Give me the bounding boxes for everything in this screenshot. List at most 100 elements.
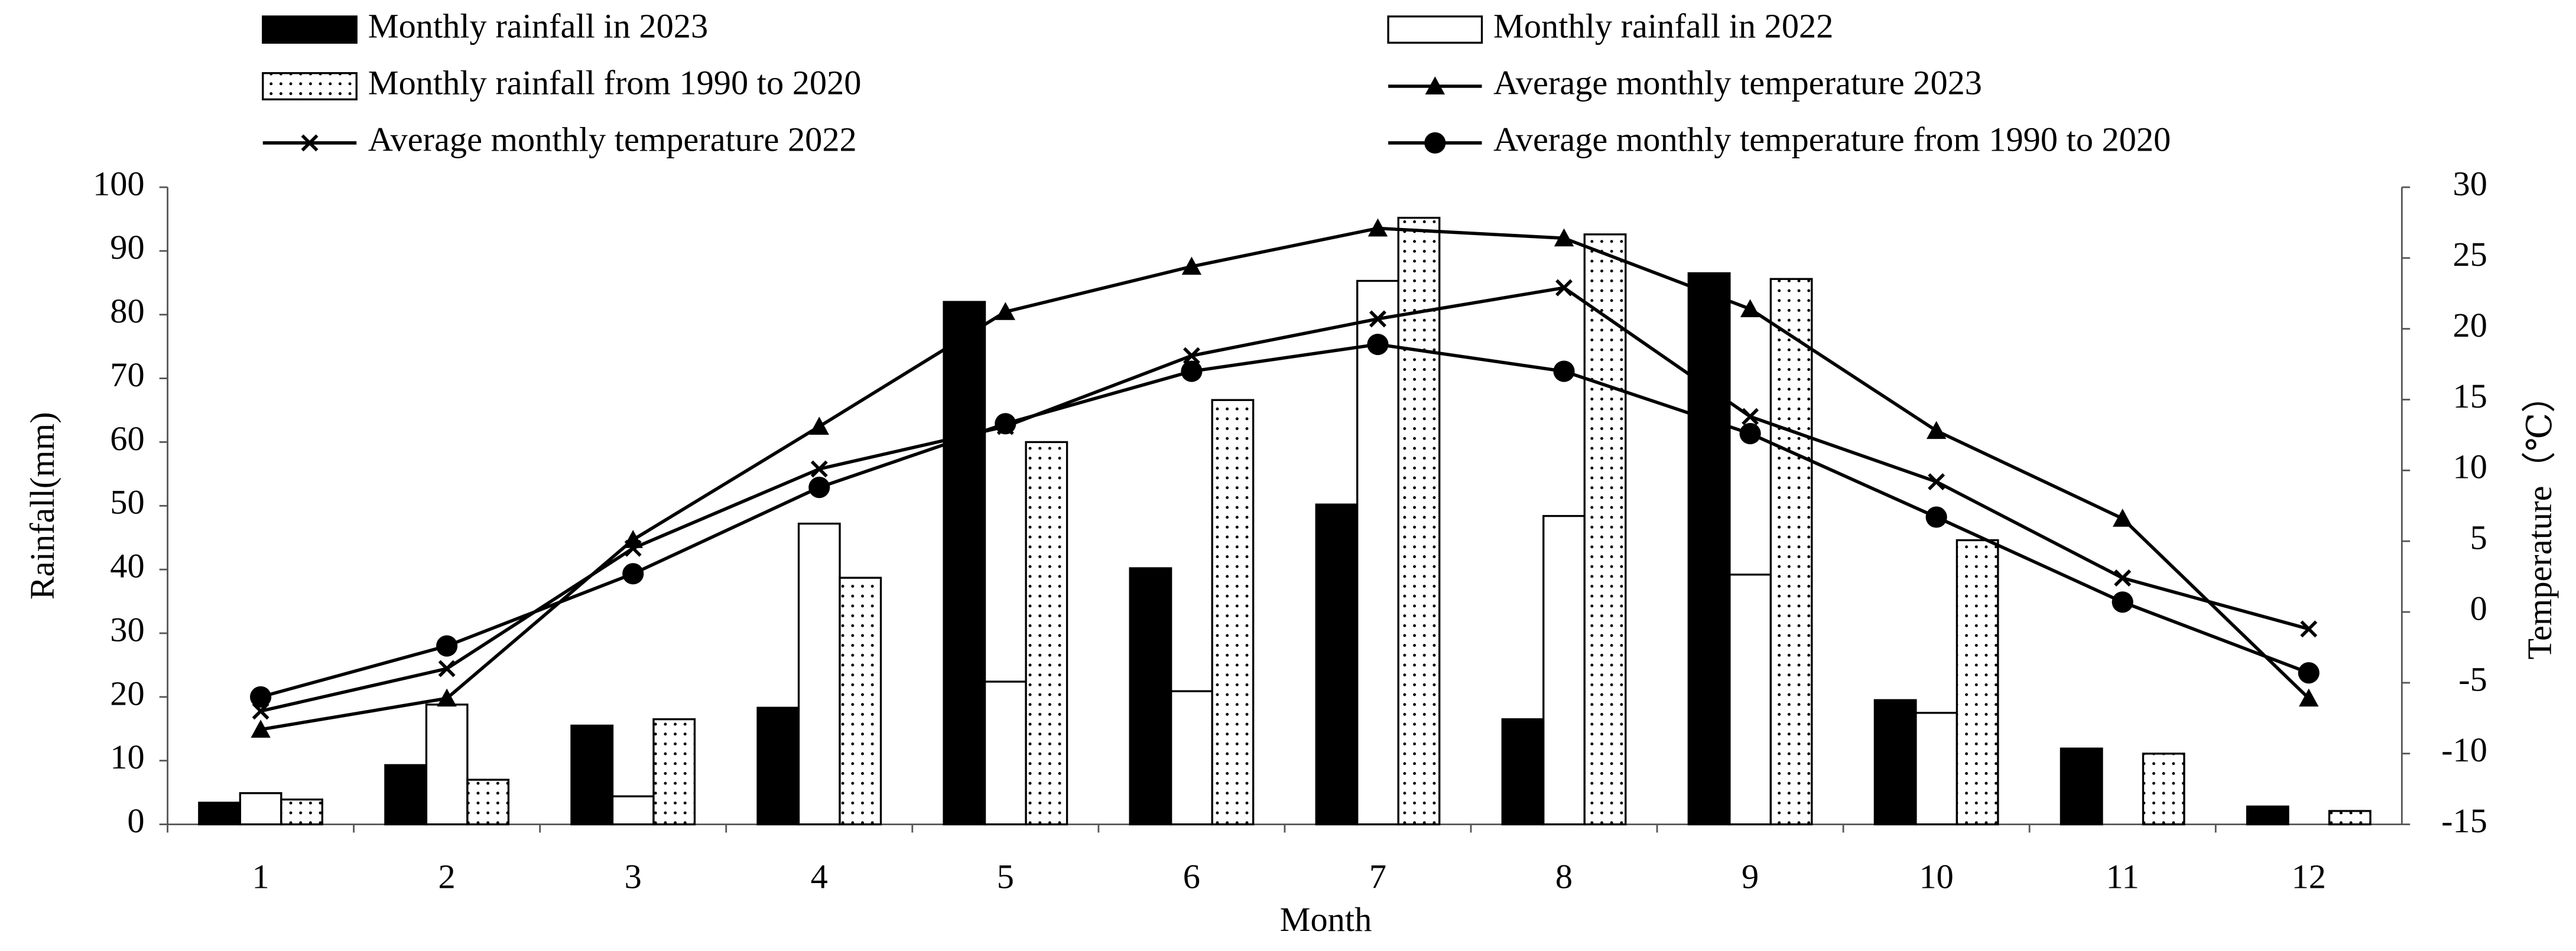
point — [1181, 360, 1203, 382]
legend-marker — [1424, 132, 1446, 154]
x-tick-label: 11 — [2106, 858, 2139, 896]
bar — [943, 301, 986, 826]
y2-tick-label: 15 — [2453, 377, 2487, 415]
point — [1739, 422, 1761, 445]
y2-tick-label: -15 — [2441, 802, 2487, 840]
y2-tick-label: 30 — [2453, 164, 2487, 203]
bar — [239, 792, 282, 826]
point — [1369, 310, 1386, 328]
bar — [652, 718, 696, 826]
x-tick-label: 8 — [1555, 858, 1573, 896]
x-tick-label: 10 — [1919, 858, 1953, 896]
bar — [2246, 805, 2289, 826]
bar — [1583, 233, 1627, 826]
y-tick-label: 100 — [93, 164, 145, 203]
point — [1181, 256, 1202, 275]
legend-label: Monthly rainfall from 1990 to 2020 — [368, 63, 862, 102]
point — [810, 460, 828, 478]
y2-tick-label: 5 — [2470, 519, 2487, 557]
point — [2113, 509, 2133, 527]
y-tick-label: 20 — [110, 674, 144, 712]
bar — [1687, 272, 1731, 826]
point — [809, 416, 829, 435]
bar — [1315, 503, 1359, 826]
bar — [611, 795, 655, 826]
line — [260, 343, 2309, 699]
x-tick-label: 3 — [625, 858, 642, 896]
point — [2299, 688, 2319, 707]
bar — [1729, 574, 1772, 826]
point — [2112, 591, 2133, 613]
point — [622, 563, 644, 585]
y-tick-label: 30 — [110, 610, 144, 649]
point — [2298, 662, 2320, 684]
bar — [1501, 718, 1545, 826]
bar — [1129, 567, 1172, 826]
bar — [466, 779, 510, 826]
bar — [1769, 278, 1813, 826]
y2-tick-label: 0 — [2470, 589, 2487, 627]
legend-marker — [301, 134, 319, 152]
bar — [983, 680, 1027, 826]
point — [1367, 218, 1388, 237]
y-tick-label: 80 — [110, 292, 144, 330]
point — [436, 635, 458, 657]
bar — [1025, 441, 1068, 826]
y2-axis-title: Temperature（℃） — [2520, 379, 2559, 660]
point — [2300, 620, 2318, 638]
legend-label: Average monthly temperature from 1990 to… — [1493, 120, 2171, 158]
legend-swatch — [262, 15, 358, 44]
bar — [1873, 699, 1917, 826]
point — [1740, 299, 1760, 318]
point — [1928, 473, 1945, 491]
x-tick-label: 6 — [1183, 858, 1200, 896]
legend-label: Monthly rainfall in 2022 — [1493, 6, 1833, 45]
y-tick-label: 70 — [110, 356, 144, 394]
y-tick-label: 40 — [110, 547, 144, 585]
bar — [2328, 810, 2372, 826]
x-tick-label: 12 — [2292, 858, 2326, 896]
bar — [1955, 539, 1999, 826]
bar — [1211, 399, 1255, 826]
point — [1183, 347, 1200, 364]
y-tick-label: 10 — [110, 738, 144, 776]
point — [624, 539, 642, 557]
y2-tick-label: -5 — [2458, 660, 2487, 698]
x-axis-title: Month — [1280, 900, 1372, 939]
bar — [198, 802, 242, 826]
line — [260, 286, 2309, 713]
y-axis-title: Rainfall(mm) — [23, 412, 61, 600]
y-tick-label: 50 — [110, 483, 144, 522]
y2-tick-label: 20 — [2453, 306, 2487, 344]
y-tick-label: 0 — [127, 802, 144, 840]
x-tick-label: 4 — [811, 858, 828, 896]
x-tick-label: 2 — [438, 858, 456, 896]
point — [1367, 333, 1389, 356]
line — [260, 226, 2310, 731]
bar — [2059, 747, 2103, 826]
bar — [2142, 753, 2185, 826]
legend-swatch — [262, 72, 358, 100]
x-tick-label: 9 — [1742, 858, 1759, 896]
point — [995, 302, 1016, 320]
legend-swatch — [1387, 15, 1483, 44]
point — [2114, 569, 2132, 587]
point — [995, 413, 1016, 435]
bar — [570, 724, 614, 826]
point — [808, 477, 830, 499]
point — [1925, 506, 1947, 528]
bar — [1170, 690, 1213, 826]
point — [1554, 228, 1574, 247]
bar — [425, 704, 469, 826]
point — [1555, 279, 1573, 297]
legend-label: Monthly rainfall in 2023 — [368, 6, 708, 45]
bar — [1397, 217, 1441, 826]
y2-tick-label: -10 — [2441, 731, 2487, 769]
bar — [797, 522, 841, 826]
bar — [839, 577, 882, 826]
point — [1926, 421, 1947, 439]
x-tick-label: 7 — [1369, 858, 1386, 896]
y-tick-label: 90 — [110, 228, 144, 266]
point — [1553, 360, 1575, 382]
